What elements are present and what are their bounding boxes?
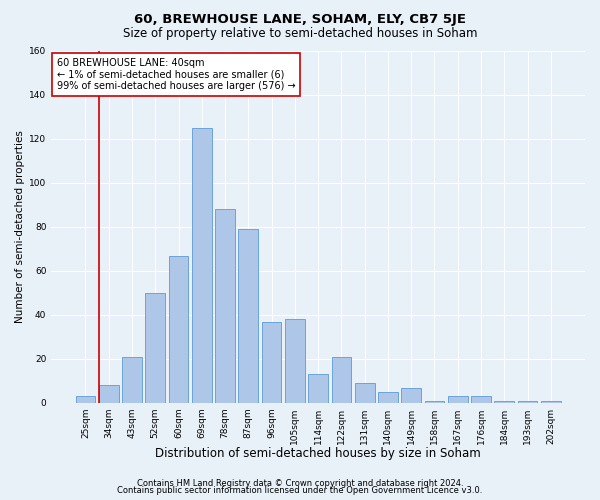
Bar (518, 401, 538, 403)
Bar (308, 374, 328, 403)
Text: Size of property relative to semi-detached houses in Soham: Size of property relative to semi-detach… (123, 28, 477, 40)
Text: Contains HM Land Registry data © Crown copyright and database right 2024.: Contains HM Land Registry data © Crown c… (137, 478, 463, 488)
Bar (355, 383, 374, 403)
Bar (401, 388, 421, 403)
Bar (425, 401, 445, 403)
Bar (145, 293, 165, 403)
Bar (471, 396, 491, 403)
Bar (76, 396, 95, 403)
Text: 60, BREWHOUSE LANE, SOHAM, ELY, CB7 5JE: 60, BREWHOUSE LANE, SOHAM, ELY, CB7 5JE (134, 12, 466, 26)
Bar (262, 322, 281, 403)
Bar (378, 392, 398, 403)
Bar (122, 357, 142, 403)
Bar (238, 229, 258, 403)
Y-axis label: Number of semi-detached properties: Number of semi-detached properties (15, 130, 25, 324)
Bar (215, 210, 235, 403)
Bar (192, 128, 212, 403)
Bar (494, 401, 514, 403)
X-axis label: Distribution of semi-detached houses by size in Soham: Distribution of semi-detached houses by … (155, 447, 481, 460)
Bar (541, 401, 561, 403)
Bar (99, 386, 119, 403)
Text: 60 BREWHOUSE LANE: 40sqm
← 1% of semi-detached houses are smaller (6)
99% of sem: 60 BREWHOUSE LANE: 40sqm ← 1% of semi-de… (56, 58, 295, 91)
Bar (169, 256, 188, 403)
Bar (285, 320, 305, 403)
Text: Contains public sector information licensed under the Open Government Licence v3: Contains public sector information licen… (118, 486, 482, 495)
Bar (332, 357, 352, 403)
Bar (448, 396, 467, 403)
